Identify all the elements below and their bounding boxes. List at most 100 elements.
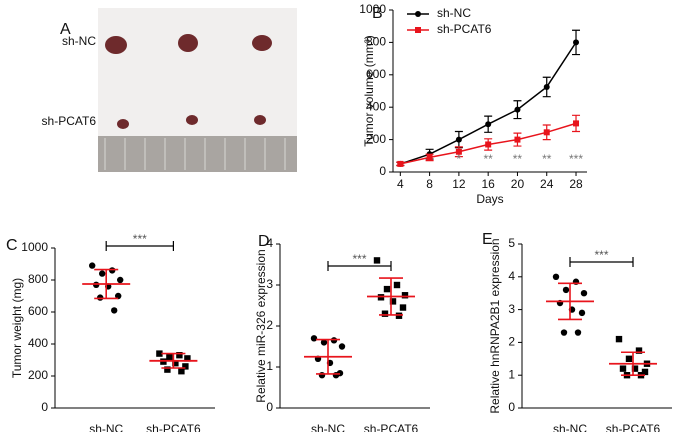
x-tick-label: 12: [452, 177, 466, 191]
significance-bracket: [569, 257, 634, 267]
point: [166, 353, 173, 360]
significance-label: **: [483, 152, 493, 166]
point: [514, 136, 521, 143]
y-tick-label: 2: [266, 318, 273, 332]
point: [580, 290, 588, 297]
panel-label: A: [60, 21, 71, 38]
x-tick-label: 20: [511, 177, 525, 191]
point: [97, 294, 104, 301]
point: [115, 292, 122, 300]
point: [562, 286, 570, 294]
point: [485, 121, 492, 128]
point: [574, 329, 582, 336]
panel-label: B: [372, 5, 383, 22]
y-tick-label: 0: [41, 400, 48, 414]
point: [455, 148, 462, 155]
point: [172, 360, 179, 367]
significance-label: *: [457, 152, 462, 166]
x-tick-label: 8: [426, 177, 433, 191]
y-axis-label: Tumor weight (mg): [10, 278, 24, 378]
panel-label: C: [6, 237, 18, 254]
y-tick-label: 200: [28, 368, 48, 382]
point: [338, 343, 346, 350]
y-tick-label: 1: [508, 367, 515, 381]
ruler: [98, 136, 297, 172]
point: [89, 262, 96, 269]
y-axis-label: Relative hnRNPA2B1 expression: [488, 238, 502, 413]
x-tick-label: sh-NC: [311, 422, 345, 432]
y-tick-label: 0: [379, 164, 386, 178]
y-tick-label: 2: [508, 335, 515, 349]
y-tick-label: 0: [508, 400, 515, 414]
significance-label: ***: [569, 152, 583, 166]
point: [182, 363, 189, 370]
y-tick-label: 3: [508, 302, 515, 316]
y-tick-label: 1: [266, 359, 273, 373]
panel-label: D: [258, 233, 270, 250]
point: [117, 276, 124, 284]
significance-label: ***: [352, 252, 366, 266]
legend-label: sh-PCAT6: [437, 22, 492, 36]
point: [635, 347, 643, 354]
x-tick-label: sh-PCAT6: [364, 422, 419, 432]
point: [578, 309, 586, 317]
x-axis-label: Days: [476, 192, 503, 206]
significance-label: **: [513, 152, 523, 166]
point: [184, 355, 191, 362]
x-tick-label: 4: [397, 177, 404, 191]
legend-marker: [415, 11, 421, 17]
point: [543, 83, 550, 90]
point: [156, 350, 163, 357]
point: [426, 154, 433, 161]
significance-label: ***: [133, 232, 147, 246]
point: [455, 136, 462, 143]
point: [573, 120, 580, 127]
point: [373, 257, 381, 264]
point: [381, 310, 389, 317]
point: [401, 292, 409, 299]
x-tick-label: sh-PCAT6: [146, 422, 201, 432]
significance-label: **: [542, 152, 552, 166]
point: [631, 365, 639, 372]
point: [543, 129, 550, 136]
y-tick-label: 4: [508, 269, 515, 283]
y-tick-label: 400: [28, 336, 48, 350]
photo-panel: A sh-NC sh-PCAT6: [42, 8, 297, 172]
y-tick-label: 1000: [359, 2, 386, 16]
y-tick-label: 600: [366, 67, 386, 81]
point: [318, 372, 326, 379]
point: [310, 335, 318, 342]
panel-label: E: [482, 231, 493, 248]
y-axis-label: Relative miR-326 expression: [254, 249, 268, 402]
legend-marker: [415, 27, 421, 33]
ruler-ticks: [104, 138, 286, 170]
row-label: sh-NC: [62, 34, 96, 48]
point: [573, 39, 580, 46]
y-tick-label: 1000: [21, 240, 48, 254]
y-tick-label: 4: [266, 236, 273, 250]
point: [395, 312, 403, 319]
y-tick-label: 3: [266, 277, 273, 291]
point: [176, 352, 183, 359]
point: [399, 304, 407, 311]
x-tick-label: sh-PCAT6: [606, 422, 661, 432]
point: [514, 106, 521, 113]
point: [164, 366, 171, 373]
significance-bracket: [105, 241, 174, 251]
point: [393, 281, 401, 289]
point: [619, 365, 627, 372]
x-tick-label: sh-NC: [89, 422, 123, 432]
y-tick-label: 200: [366, 132, 386, 146]
point: [397, 160, 404, 167]
point: [99, 270, 106, 277]
x-tick-label: 24: [540, 177, 554, 191]
significance-bracket: [327, 261, 392, 271]
x-tick-label: 16: [481, 177, 495, 191]
point: [320, 339, 328, 346]
y-tick-label: 600: [28, 304, 48, 318]
x-tick-label: 28: [569, 177, 583, 191]
significance-label: ***: [594, 248, 608, 262]
